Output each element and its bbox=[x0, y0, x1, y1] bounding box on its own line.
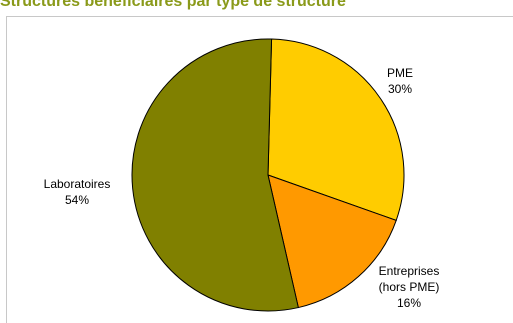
slice-label-pme: PME 30% bbox=[387, 66, 413, 96]
slice-label-laboratoires: Laboratoires 54% bbox=[44, 177, 111, 207]
pie-slice-pme bbox=[267, 38, 405, 222]
pie-slice-laboratoires bbox=[131, 38, 299, 312]
chart-title-strip: Structures bénéficiaires par type de str… bbox=[0, 0, 513, 13]
pie-slice-entreprises-hors-pme bbox=[267, 174, 397, 309]
chart-title: Structures bénéficiaires par type de str… bbox=[0, 0, 346, 10]
slice-label-entreprises-hors-pme: Entreprises (hors PME) 16% bbox=[379, 264, 440, 310]
